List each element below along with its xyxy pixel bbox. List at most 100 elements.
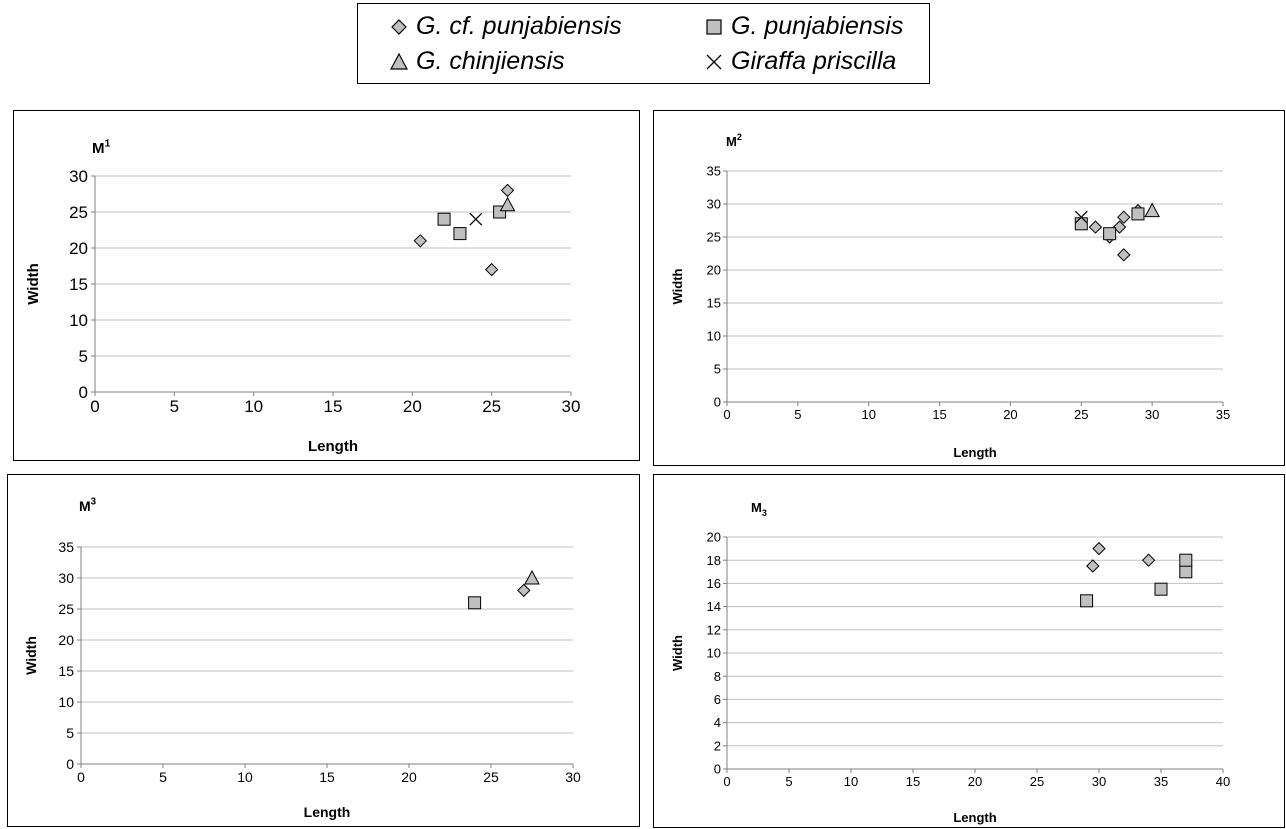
y-tick-label: 25 [58,601,74,617]
y-tick-label: 14 [707,599,721,614]
x-tick-label: 30 [562,397,581,416]
panel-label: M3 [79,497,97,514]
triangle-marker-icon [390,52,408,70]
data-point-square [1179,565,1193,579]
y-tick-label: 10 [707,646,721,661]
y-tick-label: 30 [69,167,88,186]
chart-legend: G. cf. punjabiensis G. punjabiensis G. c… [357,3,930,84]
x-tick-label: 30 [1092,774,1106,789]
data-point-diamond [500,183,515,198]
data-point-triangle [524,569,540,585]
y-tick-label: 20 [707,530,721,545]
y-tick-label: 25 [69,203,88,222]
data-point-square [1154,582,1168,596]
panel-label: M2 [726,132,742,149]
x-tick-label: 5 [170,397,179,416]
y-tick-label: 8 [714,669,721,684]
y-tick-label: 5 [79,347,88,366]
y-tick-label: 4 [714,715,721,730]
data-point-diamond [1112,220,1127,234]
legend-label: G. cf. punjabiensis [416,12,622,40]
legend-item-giraffa-priscilla: Giraffa priscilla [703,47,896,76]
x-tick-label: 35 [1154,774,1168,789]
y-tick-label: 10 [707,329,721,344]
x-tick-label: 5 [159,769,167,785]
data-point-diamond [1088,220,1103,234]
data-point-square [1080,594,1094,608]
x-tick-label: 25 [482,397,501,416]
y-tick-label: 20 [707,263,721,278]
legend-item-g-punjabiensis: G. punjabiensis [703,12,903,41]
x-axis-title: Length [304,804,351,820]
x-tick-label: 5 [785,774,792,789]
data-point-square [1103,227,1117,241]
x-tick-label: 30 [565,769,581,785]
data-point-square [468,596,482,610]
data-point-diamond [1092,541,1106,556]
data-point-diamond [1117,210,1131,224]
y-tick-label: 25 [707,230,721,245]
y-tick-label: 5 [714,362,721,377]
x-tick-label: 10 [844,774,858,789]
panel-label: M3 [751,500,767,518]
y-tick-label: 30 [58,570,74,586]
x-tick-label: 25 [1074,407,1088,422]
data-point-square [1131,207,1145,221]
y-tick-label: 10 [58,694,74,710]
data-point-x [469,212,483,226]
data-point-diamond [1141,553,1156,567]
x-tick-label: 0 [77,769,85,785]
x-tick-label: 0 [723,774,730,789]
y-tick-label: 16 [707,576,721,591]
x-axis-title: Length [308,438,358,455]
scatter-plot-m2-upper: 0 5 10 15 20 25 30 35 0 5 10 15 20 25 30 35 Length Width M… [670,132,1230,460]
x-tick-label: 40 [1216,774,1230,789]
y-tick-label: 0 [714,395,721,410]
y-tick-label: 12 [707,622,721,637]
x-tick-label: 0 [723,407,730,422]
y-axis-title: Width [670,635,685,671]
x-tick-label: 10 [237,769,253,785]
x-tick-label: 15 [906,774,920,789]
x-tick-label: 25 [483,769,499,785]
data-point-triangle [499,196,516,212]
diamond-marker-icon [391,18,407,35]
y-tick-label: 0 [79,383,88,402]
x-axis-title: Length [953,810,996,825]
scatter-plot-m1-upper: 0 5 10 15 20 25 30 0 5 10 15 20 25 30 Length Width M1 [25,137,581,455]
x-tick-label: 20 [401,769,417,785]
x-tick-label: 15 [319,769,335,785]
chart-panel-m3-lower: 0 2 4 6 8 10 12 14 16 18 20 0 5 10 15 20 25 30 35 40 Length W… [653,474,1285,828]
legend-item-g-cf-punjabiensis: G. cf. punjabiensis [388,12,622,41]
data-point-square [1074,217,1088,231]
y-tick-label: 35 [707,164,721,179]
x-axis-title: Length [953,445,996,460]
data-point-diamond [413,234,427,248]
y-tick-label: 10 [69,311,88,330]
data-point-square [453,227,467,241]
y-tick-label: 20 [69,239,88,258]
x-tick-label: 30 [1145,407,1159,422]
chart-panel-m2-upper: 0 5 10 15 20 25 30 35 0 5 10 15 20 25 30 35 Length Width M… [653,110,1285,466]
scatter-plot-m3-lower: 0 2 4 6 8 10 12 14 16 18 20 0 5 10 15 20 25 30 35 40 Length W… [670,500,1230,825]
data-point-diamond [1117,248,1131,262]
y-tick-label: 5 [66,725,74,741]
chart-panel-m1-upper: 0 5 10 15 20 25 30 0 5 10 15 20 25 30 Length Width M1 [13,110,640,461]
y-tick-label: 6 [714,692,721,707]
y-tick-label: 0 [66,756,74,772]
panel-label: M1 [92,137,111,157]
y-tick-label: 35 [58,539,74,555]
legend-label: G. chinjiensis [416,47,565,75]
x-tick-label: 25 [1030,774,1044,789]
y-tick-label: 15 [69,275,88,294]
x-tick-label: 15 [324,397,343,416]
legend-item-g-chinjiensis: G. chinjiensis [388,47,565,76]
chart-panel-m3-upper: 0 5 10 15 20 25 30 35 0 5 10 15 20 25 30 Length Width M3 [7,474,640,827]
x-tick-label: 35 [1216,407,1230,422]
data-point-square [437,212,451,226]
x-marker-icon [706,54,722,69]
y-tick-label: 30 [707,197,721,212]
x-tick-label: 0 [90,397,99,416]
y-tick-label: 20 [58,632,74,648]
x-tick-label: 20 [968,774,982,789]
